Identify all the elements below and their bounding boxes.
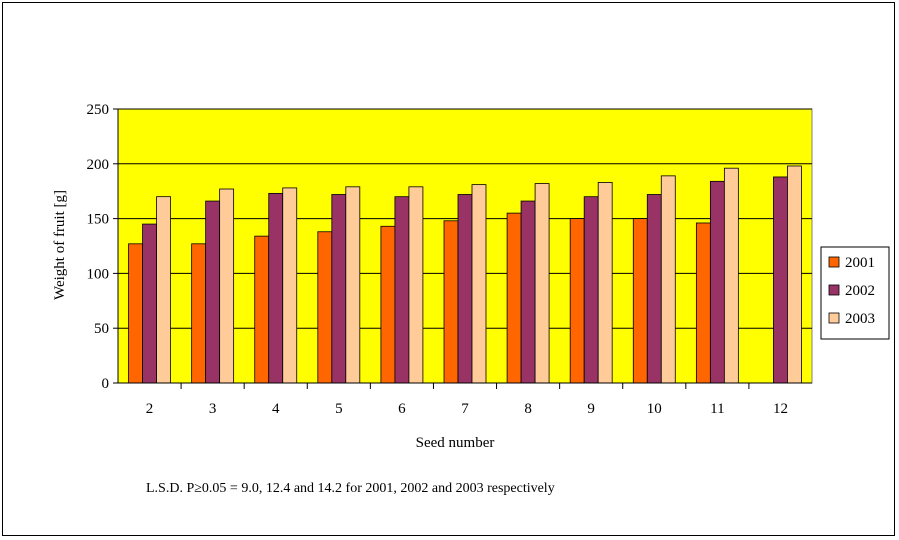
bar-2001-8 [506, 212, 522, 384]
lsd-annotation: L.S.D. P≥0.05 = 9.0, 12.4 and 14.2 for 2… [146, 481, 555, 496]
x-tick-label: 2 [146, 401, 154, 417]
y-tick-label: 0 [102, 376, 110, 392]
legend: 2001 2002 2003 [820, 246, 890, 340]
bar-2003-9 [597, 182, 613, 384]
x-tick-label: 10 [647, 401, 662, 417]
bar-2003-11 [723, 167, 739, 384]
axes [113, 108, 812, 389]
bar-2003-3 [219, 188, 235, 384]
bar-2002-6 [394, 196, 410, 384]
x-tick-label: 7 [461, 401, 469, 417]
bar-2002-5 [331, 194, 347, 384]
bar-2001-10 [632, 218, 648, 384]
x-tick-labels: 2 3 4 5 6 7 8 9 10 11 12 [146, 401, 788, 417]
bar-2001-3 [191, 243, 207, 384]
bar-2002-12 [773, 176, 788, 384]
x-tick-label: 12 [773, 401, 788, 417]
x-tick-label: 9 [587, 401, 595, 417]
legend-label-2002: 2002 [845, 283, 875, 299]
y-tick-label: 200 [87, 157, 110, 173]
bar-2003-7 [471, 184, 487, 384]
y-tick-label: 100 [87, 266, 110, 282]
bar-2003-8 [534, 183, 550, 384]
bar-2003-6 [408, 186, 424, 384]
bar-2001-9 [569, 218, 585, 384]
bar-2002-11 [709, 180, 725, 384]
x-axis-label: Seed number [416, 435, 495, 451]
bar-2002-3 [205, 200, 221, 384]
bar-2003-5 [345, 186, 361, 384]
bar-2003-12 [787, 165, 802, 384]
bar-2001-11 [695, 222, 711, 384]
x-tick-label: 8 [524, 401, 532, 417]
x-tick-label: 11 [710, 401, 724, 417]
bar-2001-7 [443, 220, 459, 384]
x-tick-label: 3 [209, 401, 217, 417]
x-tick-label: 5 [335, 401, 343, 417]
y-axis-label: Weight of fruit [g] [52, 190, 68, 300]
y-tick-labels: 0 50 100 150 200 250 [87, 102, 110, 392]
bar-2002-2 [142, 223, 157, 384]
x-tick-label: 6 [398, 401, 406, 417]
y-tick-label: 150 [87, 212, 110, 228]
bar-2002-9 [583, 196, 599, 384]
legend-label-2003: 2003 [845, 311, 875, 327]
bar-2001-4 [254, 235, 270, 384]
bar-2002-10 [646, 194, 662, 384]
legend-swatch-2002 [828, 284, 840, 296]
bars [128, 165, 802, 384]
bar-2003-2 [156, 196, 171, 384]
bar-2002-8 [520, 200, 536, 384]
legend-swatch-2003 [828, 312, 840, 324]
bar-2003-4 [282, 187, 298, 384]
bar-2001-5 [317, 231, 333, 384]
bar-2003-10 [660, 175, 676, 384]
bar-2002-7 [457, 194, 473, 384]
y-tick-label: 250 [87, 102, 110, 118]
bar-2002-4 [268, 192, 284, 384]
y-tick-label: 50 [94, 321, 109, 337]
bar-2001-6 [380, 225, 396, 384]
bar-2001-2 [128, 243, 143, 384]
x-tick-label: 4 [272, 401, 280, 417]
legend-swatch-2001 [828, 256, 840, 268]
legend-label-2001: 2001 [845, 255, 875, 271]
